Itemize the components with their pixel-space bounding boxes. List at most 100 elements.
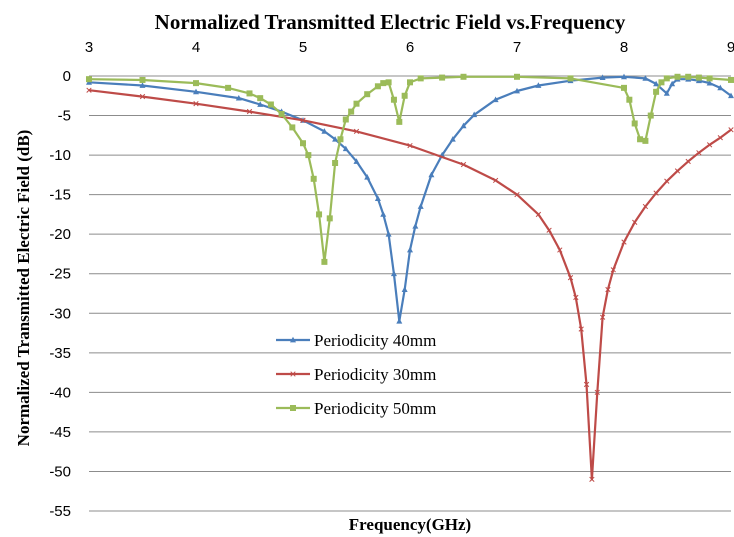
data-point-s2-24 (390, 96, 397, 103)
legend-label-0: Periodicity 40mm (314, 331, 436, 350)
data-point-s1-5 (353, 128, 360, 135)
data-point-s2-36 (637, 136, 644, 143)
data-point-s1-24 (642, 203, 649, 210)
y-tick-label: -40 (49, 384, 71, 401)
data-point-s2-23 (385, 79, 392, 86)
data-point-s2-37 (642, 137, 649, 144)
data-point-s1-20 (605, 286, 611, 293)
data-point-s2-28 (417, 75, 424, 82)
data-point-s1-0 (86, 87, 92, 93)
data-point-slegend0-0 (290, 336, 296, 343)
x-axis-ticks: 3 4 5 6 7 8 9 (85, 39, 734, 56)
data-point-s0-9 (342, 145, 349, 152)
data-point-s0-27 (514, 87, 520, 94)
data-point-s2-15 (332, 160, 339, 166)
data-point-s2-39 (653, 88, 660, 95)
x-tick-label: 7 (513, 39, 521, 56)
series-line-0 (88, 75, 732, 323)
data-point-s0-3 (235, 94, 242, 101)
data-point-s2-13 (321, 258, 328, 265)
legend-item-0: Periodicity 40mm (276, 331, 436, 350)
series-lines (86, 73, 734, 483)
data-point-s2-45 (706, 75, 713, 82)
y-axis-ticks: 0 -5 -10 -15 -20 -25 -30 -35 -40 -45 -50 -55 (49, 68, 71, 520)
data-point-s0-25 (471, 111, 478, 118)
data-point-s0-7 (321, 128, 328, 134)
data-point-s1-17 (589, 476, 595, 483)
data-point-s2-6 (267, 101, 274, 108)
data-point-s0-10 (353, 158, 360, 164)
data-point-s0-8 (332, 136, 339, 142)
data-point-s2-42 (674, 73, 681, 80)
data-point-slegend1-0 (290, 371, 296, 377)
x-tick-label: 8 (620, 39, 628, 56)
y-tick-label: 0 (63, 68, 71, 85)
legend-label-2: Periodicity 50mm (314, 399, 436, 418)
legend-item-2: Periodicity 50mm (276, 399, 436, 418)
data-point-s2-40 (658, 79, 665, 86)
data-point-s0-23 (449, 136, 456, 142)
data-point-s1-19 (599, 314, 606, 320)
data-point-s1-23 (632, 219, 638, 225)
data-point-s1-16 (583, 381, 590, 388)
gridlines (89, 75, 731, 512)
data-point-s2-38 (647, 112, 654, 119)
data-point-s2-3 (225, 84, 232, 91)
data-point-s2-27 (407, 79, 413, 86)
data-point-s0-12 (374, 195, 381, 201)
data-point-s0-30 (599, 74, 606, 80)
data-point-slegend2-0 (290, 405, 296, 411)
data-point-s2-29 (439, 74, 446, 81)
data-point-s1-11 (546, 227, 552, 233)
data-point-s1-30 (706, 142, 713, 148)
data-point-s0-40 (717, 84, 724, 91)
x-tick-label: 3 (85, 39, 93, 56)
data-point-s1-25 (653, 190, 659, 196)
data-point-s2-34 (626, 96, 633, 103)
chart-title: Normalized Transmitted Electric Field vs… (155, 10, 626, 34)
data-point-s1-14 (573, 294, 579, 301)
x-tick-label: 4 (192, 39, 200, 56)
data-point-s0-15 (390, 270, 397, 277)
data-point-s2-1 (139, 76, 146, 83)
data-point-s1-21 (610, 267, 616, 273)
data-point-s2-20 (364, 91, 371, 98)
data-point-s1-8 (492, 177, 499, 184)
data-point-s2-8 (289, 124, 296, 131)
data-point-s2-18 (348, 108, 355, 115)
data-point-s0-41 (728, 92, 734, 99)
data-point-s0-1 (139, 82, 146, 88)
data-point-s0-34 (663, 90, 670, 96)
data-point-s2-43 (685, 73, 692, 80)
data-point-s1-28 (685, 158, 691, 165)
data-point-s0-35 (669, 80, 676, 87)
legend: Periodicity 40mm Periodicity 30mm Periodic… (276, 331, 436, 418)
data-point-s1-29 (696, 150, 702, 156)
data-point-s2-2 (193, 80, 199, 87)
legend-label-1: Periodicity 30mm (314, 365, 436, 384)
data-point-s0-33 (653, 80, 660, 87)
data-point-s1-10 (535, 211, 542, 218)
series-1 (86, 87, 734, 483)
data-point-s2-35 (631, 120, 638, 127)
data-point-s2-4 (246, 90, 253, 97)
data-point-s2-44 (695, 74, 702, 81)
data-point-s0-20 (417, 203, 424, 209)
data-point-s0-21 (428, 171, 435, 178)
legend-item-1: Periodicity 30mm (276, 365, 436, 384)
data-point-s2-5 (257, 95, 264, 102)
data-point-s0-11 (364, 174, 371, 180)
y-tick-label: -20 (49, 226, 71, 243)
data-point-s2-9 (300, 140, 306, 147)
y-tick-label: -55 (49, 503, 71, 520)
data-point-s2-12 (316, 211, 323, 218)
y-tick-label: -35 (49, 345, 71, 362)
data-point-s2-31 (514, 73, 520, 80)
data-point-s2-7 (278, 110, 285, 117)
data-point-s1-6 (407, 142, 413, 149)
x-tick-label: 5 (299, 39, 307, 56)
data-point-s0-39 (706, 79, 713, 86)
data-point-s2-30 (460, 73, 467, 80)
y-tick-label: -45 (49, 424, 71, 441)
